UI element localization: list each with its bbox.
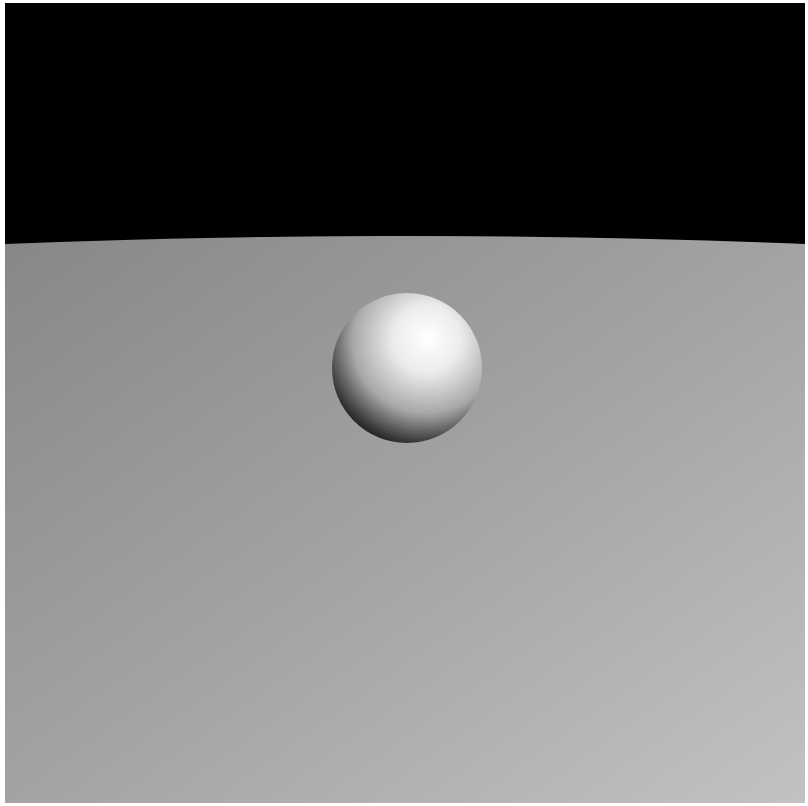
- sphere: [332, 293, 482, 443]
- ground-plane: [5, 236, 805, 803]
